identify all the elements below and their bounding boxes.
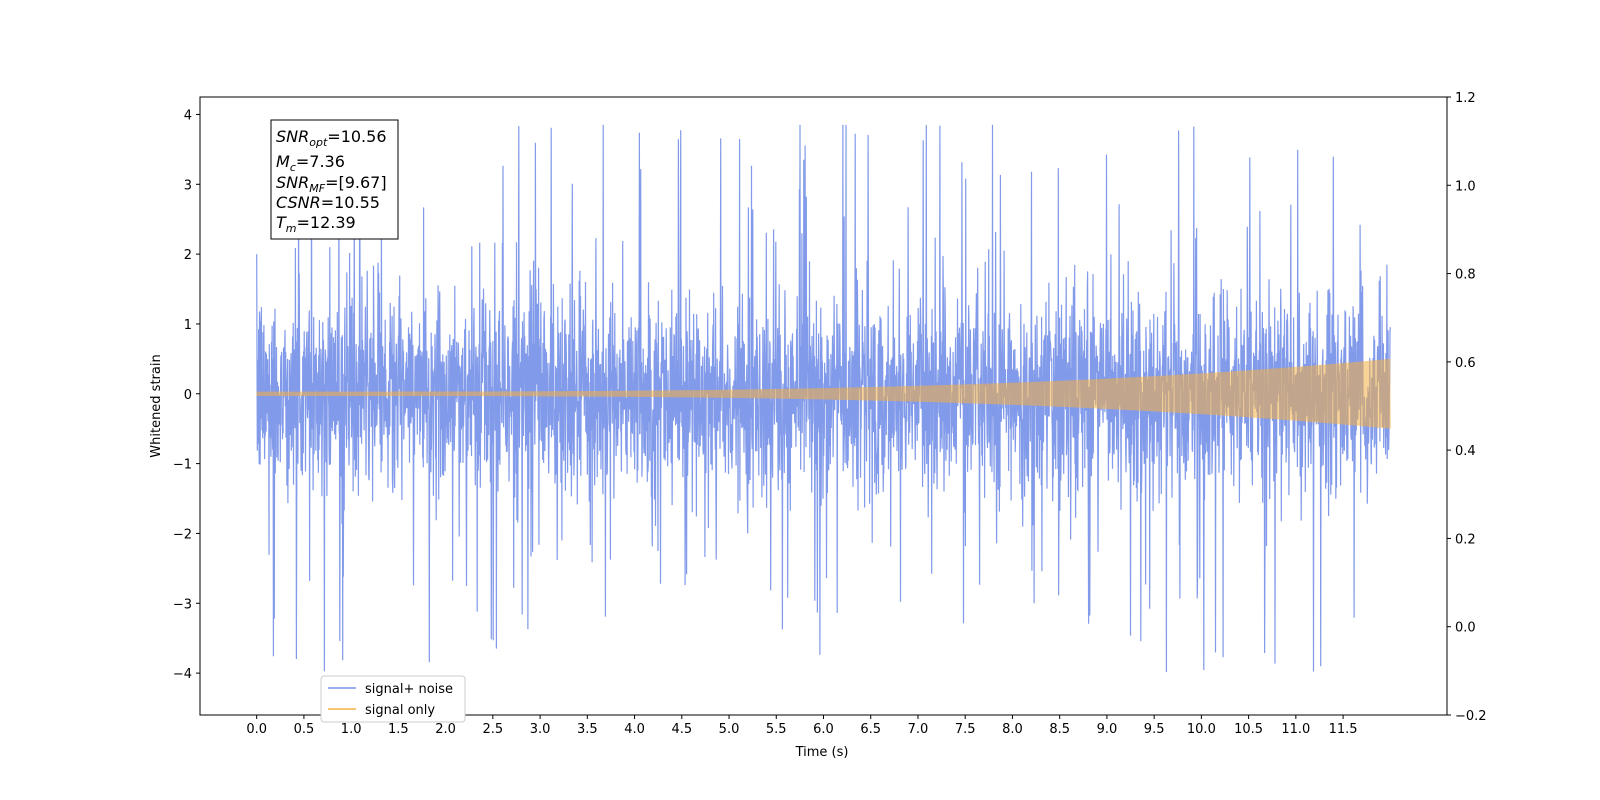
legend-label-signal-noise: signal+ noise <box>365 682 453 697</box>
x-tick-label: 0.0 <box>246 722 267 737</box>
right-tick-label: −0.2 <box>1455 709 1487 724</box>
y-axis-label: Whitened strain <box>149 354 164 457</box>
signal-only-series <box>256 358 1391 429</box>
x-tick-label: 5.0 <box>719 722 740 737</box>
signal-only-line <box>256 358 1391 429</box>
x-axis-label: Time (s) <box>795 745 849 760</box>
right-tick-label: 0.6 <box>1455 356 1476 371</box>
right-tick-label: 0.4 <box>1455 444 1476 459</box>
y-tick-label: −2 <box>173 527 192 542</box>
x-tick-label: 7.0 <box>908 722 929 737</box>
right-tick-label: 1.2 <box>1455 91 1476 106</box>
x-tick-label: 6.0 <box>813 722 834 737</box>
y-tick-label: 0 <box>184 388 192 403</box>
annotation-snr-mf: SNRMF=[9.67] <box>276 173 387 195</box>
x-tick-label: 10.5 <box>1234 722 1263 737</box>
x-tick-label: 3.5 <box>577 722 598 737</box>
x-tick-label: 4.0 <box>624 722 645 737</box>
x-tick-label: 8.0 <box>1002 722 1023 737</box>
y-tick-label: −1 <box>173 458 192 473</box>
x-tick-label: 11.5 <box>1329 722 1358 737</box>
y-tick-label: 1 <box>184 318 192 333</box>
annotation-mc: Mc=7.36 <box>276 152 345 174</box>
annotation-box: SNRopt=10.56 Mc=7.36 SNRMF=[9.67] CSNR=1… <box>270 119 399 240</box>
x-tick-label: 6.5 <box>860 722 881 737</box>
y-axis-ticks: 4 3 2 1 0 −1 −2 −3 −4 <box>173 108 200 682</box>
right-tick-label: 0.2 <box>1455 532 1476 547</box>
y-tick-label: −3 <box>173 597 192 612</box>
x-tick-label: 2.0 <box>435 722 456 737</box>
right-tick-label: 1.0 <box>1455 179 1476 194</box>
x-tick-label: 8.5 <box>1049 722 1070 737</box>
x-tick-label: 3.0 <box>530 722 551 737</box>
x-tick-label: 5.5 <box>766 722 787 737</box>
y-tick-label: −4 <box>173 667 192 682</box>
y-tick-label: 2 <box>184 248 192 263</box>
annotation-csnr: CSNR=10.55 <box>276 193 380 212</box>
right-tick-label: 0.0 <box>1455 621 1476 636</box>
x-tick-label: 10.0 <box>1187 722 1216 737</box>
legend: signal+ noise signal only <box>320 675 466 723</box>
x-tick-label: 11.0 <box>1281 722 1310 737</box>
x-tick-label: 7.5 <box>955 722 976 737</box>
x-tick-label: 1.0 <box>341 722 362 737</box>
x-tick-label: 2.5 <box>483 722 504 737</box>
annotation-tm: Tm=12.39 <box>276 213 356 235</box>
x-tick-label: 1.5 <box>388 722 409 737</box>
annotation-snr-opt: SNRopt=10.56 <box>276 127 387 149</box>
y-tick-label: 4 <box>184 108 192 123</box>
x-tick-label: 4.5 <box>671 722 692 737</box>
x-tick-label: 9.0 <box>1097 722 1118 737</box>
right-tick-label: 0.8 <box>1455 268 1476 283</box>
x-tick-label: 0.5 <box>294 722 315 737</box>
x-axis-ticks: 0.0 0.5 1.0 1.5 2.0 2.5 3.0 3.5 4.0 4.5 5.0 5.5 6.0 6… <box>246 715 1358 737</box>
x-tick-label: 9.5 <box>1144 722 1165 737</box>
right-axis-ticks: 1.2 1.0 0.8 0.6 0.4 0.2 0.0 −0.2 <box>1447 91 1487 724</box>
legend-label-signal-only: signal only <box>365 703 435 718</box>
y-tick-label: 3 <box>184 178 192 193</box>
